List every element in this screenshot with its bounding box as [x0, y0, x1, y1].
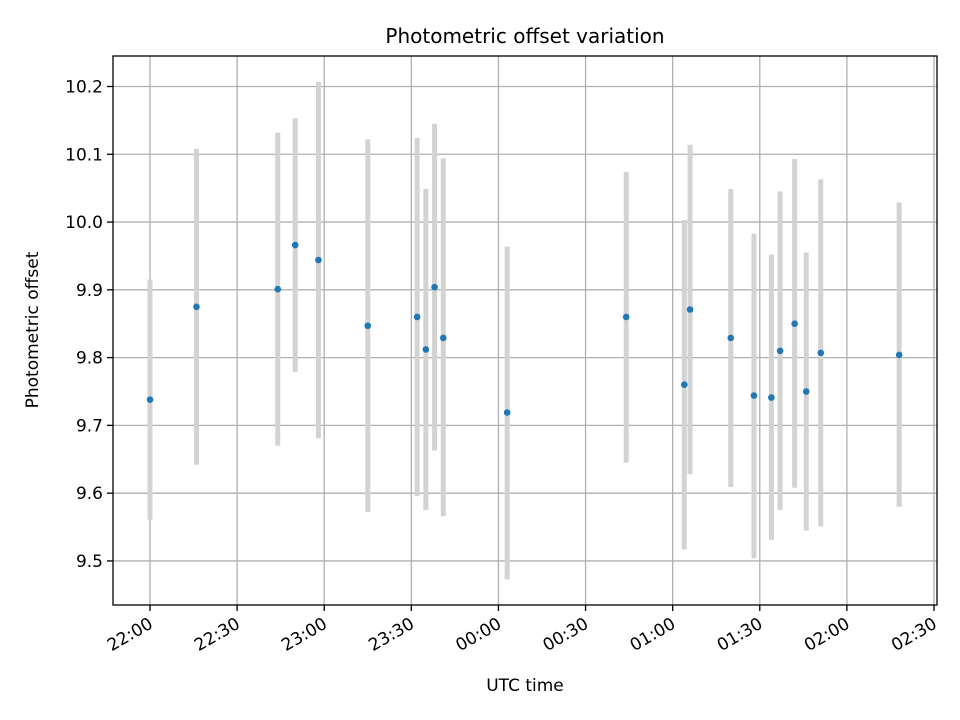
data-point: [895, 351, 903, 359]
data-point: [364, 322, 372, 330]
data-point: [768, 394, 775, 401]
data-point: [680, 381, 688, 389]
data-point: [315, 256, 322, 264]
data-point: [750, 392, 758, 399]
data-point: [193, 303, 200, 311]
plot-area-frame: [112, 55, 938, 606]
data-point: [413, 313, 421, 321]
data-point: [439, 334, 447, 342]
data-point: [791, 320, 798, 328]
y-tick-label: 9.5: [76, 552, 103, 572]
y-axis: 9.5 9.6 9.7 9.8 9.9 10.0 10.1 10.2: [65, 78, 113, 572]
data-point: [146, 396, 154, 403]
grid: [113, 56, 937, 605]
y-tick-label: 10.0: [65, 213, 103, 233]
data-point: [727, 334, 735, 342]
data-point: [274, 285, 282, 293]
y-tick-label: 10.2: [65, 78, 103, 98]
data-point: [622, 313, 630, 321]
y-tick-label: 9.7: [76, 416, 103, 436]
x-axis-label: UTC time: [486, 676, 564, 696]
data-point: [802, 388, 810, 395]
data-points: [146, 241, 903, 416]
y-tick-label: 9.9: [76, 281, 103, 301]
data-point: [503, 409, 511, 416]
data-point: [431, 283, 438, 291]
y-tick-label: 10.1: [65, 145, 103, 165]
data-point: [776, 347, 784, 355]
y-tick-label: 9.6: [76, 484, 103, 504]
chart-title: Photometric offset variation: [385, 24, 664, 48]
y-tick-label: 9.8: [76, 349, 103, 369]
data-point: [291, 241, 299, 249]
data-point: [686, 306, 694, 313]
data-point: [817, 349, 825, 357]
data-point: [422, 346, 430, 353]
y-axis-label: Photometric offset: [23, 251, 43, 408]
